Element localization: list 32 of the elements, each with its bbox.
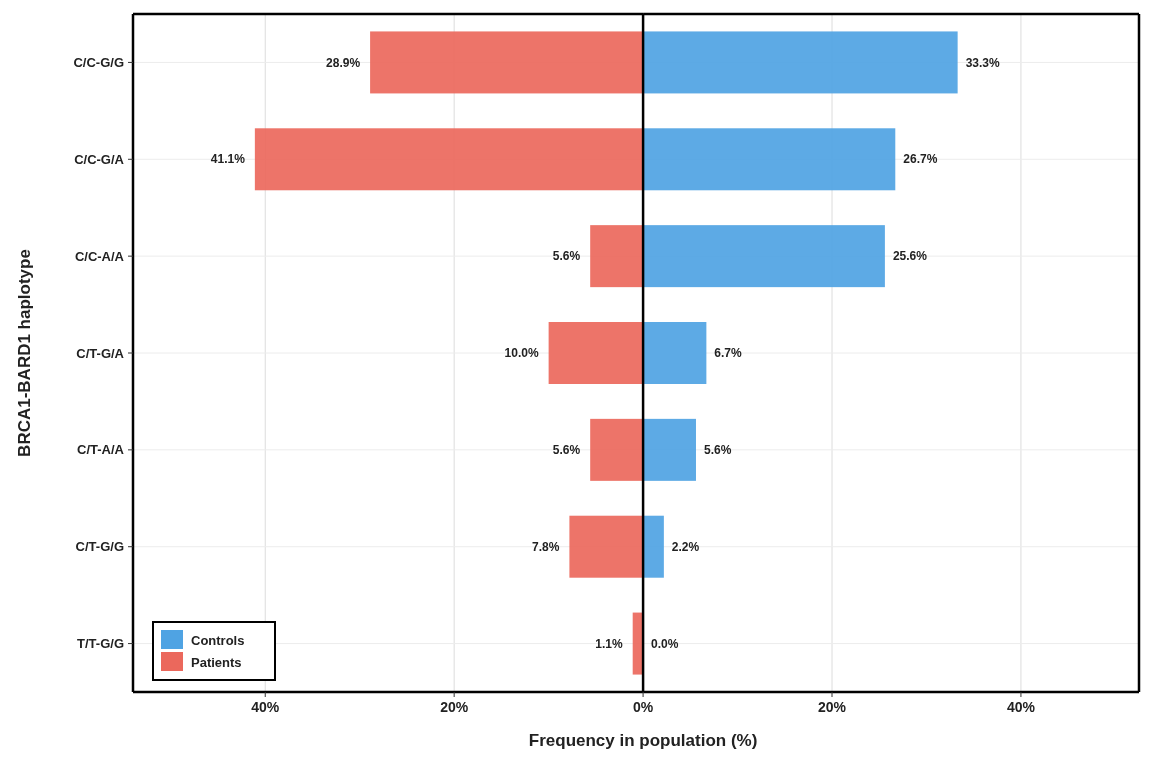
y-tick-label: C/T-G/G xyxy=(75,539,124,555)
data-label: 10.0% xyxy=(504,346,539,361)
legend-label: Controls xyxy=(191,632,245,648)
data-label: 25.6% xyxy=(892,249,928,264)
y-tick-label: C/C-A/A xyxy=(74,248,125,264)
legend-label: Patients xyxy=(191,654,242,670)
data-label: 2.2% xyxy=(671,539,700,554)
data-label: 5.6% xyxy=(703,443,732,458)
data-label: 26.7% xyxy=(903,152,938,167)
data-label: 28.9% xyxy=(326,55,361,70)
data-label: 33.3% xyxy=(965,55,1000,70)
data-label: 5.6% xyxy=(552,443,581,458)
x-tick-label: 40% xyxy=(1006,699,1036,715)
data-label: 41.1% xyxy=(210,152,246,167)
x-tick-label: 40% xyxy=(251,699,280,715)
bar xyxy=(643,515,664,578)
x-tick-label: 0% xyxy=(632,699,654,715)
y-tick-label: C/C-G/A xyxy=(74,151,125,167)
x-tick-label: 20% xyxy=(440,699,469,715)
data-label: 7.8% xyxy=(532,539,560,554)
bar xyxy=(590,225,644,288)
x-axis-title: Frequency in population (%) xyxy=(528,731,758,750)
y-tick-label: C/T-G/A xyxy=(76,345,125,361)
y-tick-label: C/T-A/A xyxy=(77,442,125,458)
x-tick-label: 20% xyxy=(817,699,847,715)
y-tick-label: C/C-G/G xyxy=(73,54,124,70)
data-label: 0.0% xyxy=(651,636,679,651)
data-label: 5.6% xyxy=(552,249,581,264)
data-label: 6.7% xyxy=(714,346,743,361)
y-axis-title: BRCA1-BARD1 haplotype xyxy=(15,249,34,457)
y-tick-label: T/T-G/G xyxy=(77,636,124,652)
data-label: 1.1% xyxy=(595,636,624,651)
